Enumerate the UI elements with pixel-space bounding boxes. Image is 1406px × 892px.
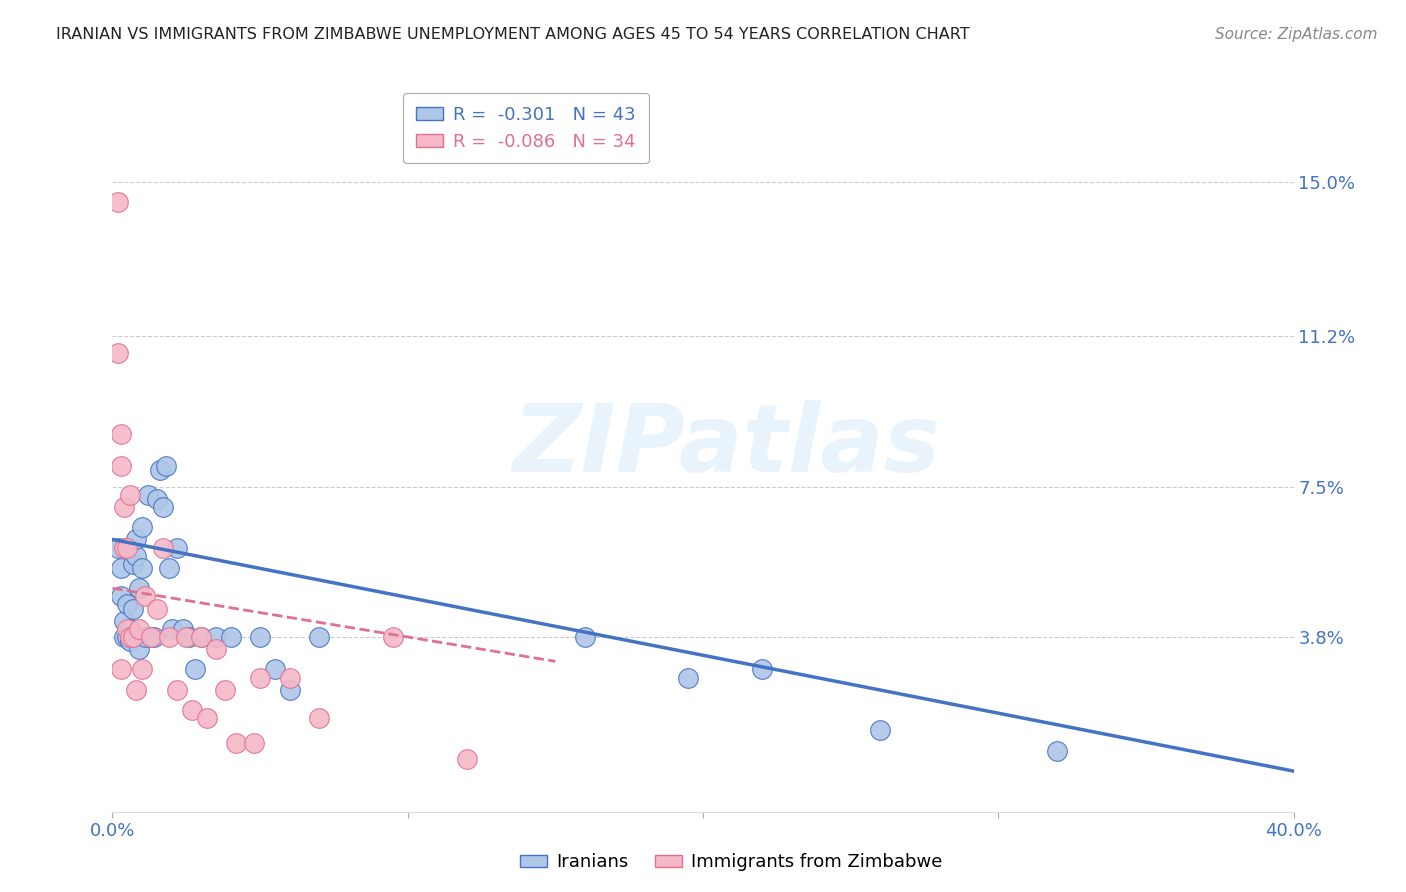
Point	[120, 630, 142, 644]
Text: IRANIAN VS IMMIGRANTS FROM ZIMBABWE UNEMPLOYMENT AMONG AGES 45 TO 54 YEARS CORRE: IRANIAN VS IMMIGRANTS FROM ZIMBABWE UNEM…	[56, 27, 970, 42]
Point	[110, 561, 132, 575]
Point	[152, 541, 174, 555]
Point	[181, 703, 204, 717]
Point	[110, 590, 132, 604]
Point	[184, 663, 207, 677]
Legend: R =  -0.301   N = 43, R =  -0.086   N = 34: R = -0.301 N = 43, R = -0.086 N = 34	[404, 93, 648, 163]
Point	[190, 630, 212, 644]
Point	[152, 500, 174, 514]
Point	[139, 630, 162, 644]
Point	[157, 630, 180, 644]
Point	[308, 630, 330, 644]
Point	[678, 671, 700, 685]
Point	[117, 541, 138, 555]
Point	[205, 630, 228, 644]
Point	[214, 682, 236, 697]
Point	[264, 663, 287, 677]
Point	[110, 459, 132, 474]
Legend: Iranians, Immigrants from Zimbabwe: Iranians, Immigrants from Zimbabwe	[512, 847, 950, 879]
Point	[174, 630, 197, 644]
Point	[131, 520, 153, 534]
Point	[139, 630, 162, 644]
Point	[112, 630, 135, 644]
Point	[131, 663, 153, 677]
Point	[136, 488, 159, 502]
Point	[155, 459, 177, 474]
Point	[120, 634, 142, 648]
Point	[134, 590, 156, 604]
Point	[125, 682, 148, 697]
Point	[107, 345, 129, 359]
Point	[117, 622, 138, 636]
Point	[122, 630, 145, 644]
Point	[149, 463, 172, 477]
Point	[107, 541, 129, 555]
Point	[112, 500, 135, 514]
Point	[869, 723, 891, 738]
Point	[278, 682, 301, 697]
Point	[142, 630, 165, 644]
Point	[249, 671, 271, 685]
Point	[110, 663, 132, 677]
Point	[166, 541, 188, 555]
Point	[574, 630, 596, 644]
Point	[125, 549, 148, 563]
Point	[110, 426, 132, 441]
Point	[160, 622, 183, 636]
Point	[128, 581, 150, 595]
Point	[125, 533, 148, 547]
Point	[120, 622, 142, 636]
Point	[249, 630, 271, 644]
Point	[107, 195, 129, 210]
Point	[134, 630, 156, 644]
Point	[243, 736, 266, 750]
Point	[128, 622, 150, 636]
Point	[166, 682, 188, 697]
Point	[146, 491, 169, 506]
Point	[1046, 744, 1069, 758]
Point	[112, 541, 135, 555]
Point	[179, 630, 201, 644]
Point	[219, 630, 242, 644]
Point	[172, 622, 194, 636]
Point	[117, 598, 138, 612]
Point	[122, 557, 145, 571]
Point	[205, 642, 228, 657]
Text: ZIPatlas: ZIPatlas	[513, 400, 941, 492]
Point	[157, 561, 180, 575]
Point	[278, 671, 301, 685]
Point	[382, 630, 405, 644]
Point	[146, 601, 169, 615]
Point	[117, 630, 138, 644]
Point	[120, 488, 142, 502]
Point	[308, 711, 330, 725]
Point	[195, 711, 218, 725]
Point	[751, 663, 773, 677]
Point	[456, 752, 478, 766]
Point	[225, 736, 247, 750]
Text: Source: ZipAtlas.com: Source: ZipAtlas.com	[1215, 27, 1378, 42]
Point	[112, 614, 135, 628]
Point	[190, 630, 212, 644]
Point	[128, 642, 150, 657]
Point	[131, 561, 153, 575]
Point	[122, 601, 145, 615]
